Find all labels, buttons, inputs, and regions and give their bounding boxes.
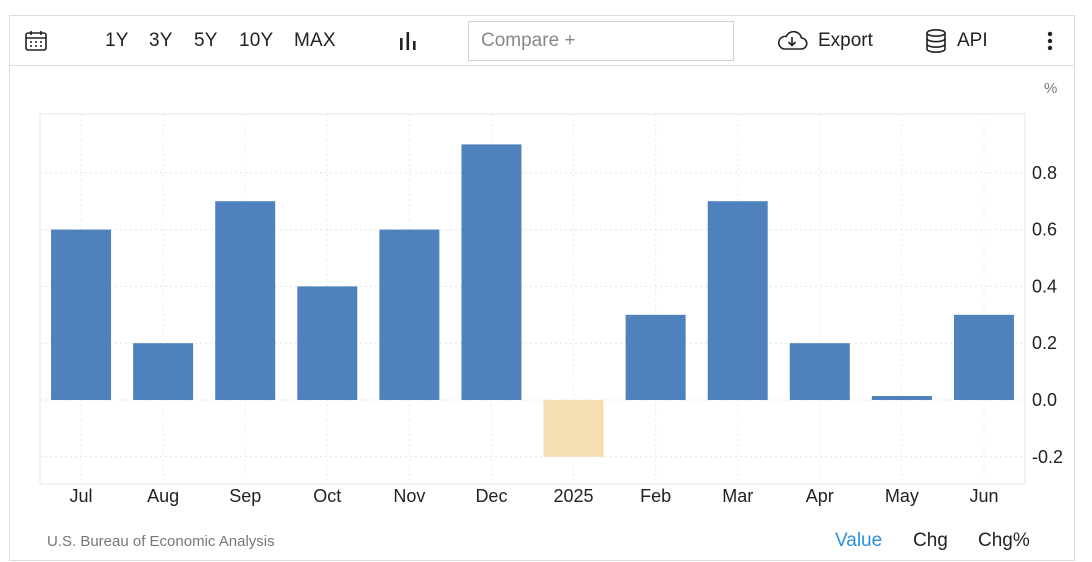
range-10y-button[interactable]: 10Y — [239, 30, 274, 51]
range-5y-button[interactable]: 5Y — [194, 30, 218, 51]
range-1y-button[interactable]: 1Y — [105, 30, 129, 51]
bar-chart-icon[interactable] — [398, 16, 418, 66]
unit-label: % — [1044, 80, 1058, 97]
export-button[interactable]: Export — [776, 16, 873, 66]
range-max-button[interactable]: MAX — [294, 30, 336, 51]
chart-toolbar: 1Y 3Y 5Y 10Y MAX Compare + Export — [10, 16, 1074, 66]
more-vertical-icon[interactable] — [1046, 16, 1054, 66]
chg-percent-mode-button[interactable]: Chg% — [978, 530, 1030, 551]
api-label: API — [957, 30, 988, 51]
api-button[interactable]: API — [925, 16, 988, 66]
calendar-icon[interactable] — [24, 16, 48, 66]
source-label: U.S. Bureau of Economic Analysis — [47, 533, 275, 550]
range-3y-button[interactable]: 3Y — [149, 30, 173, 51]
database-icon — [925, 28, 947, 54]
cloud-download-icon — [776, 30, 808, 52]
export-label: Export — [818, 30, 873, 51]
value-mode-button[interactable]: Value — [835, 530, 883, 551]
chg-mode-button[interactable]: Chg — [913, 530, 948, 551]
chart-frame — [9, 15, 1075, 561]
compare-input[interactable]: Compare + — [468, 21, 734, 61]
